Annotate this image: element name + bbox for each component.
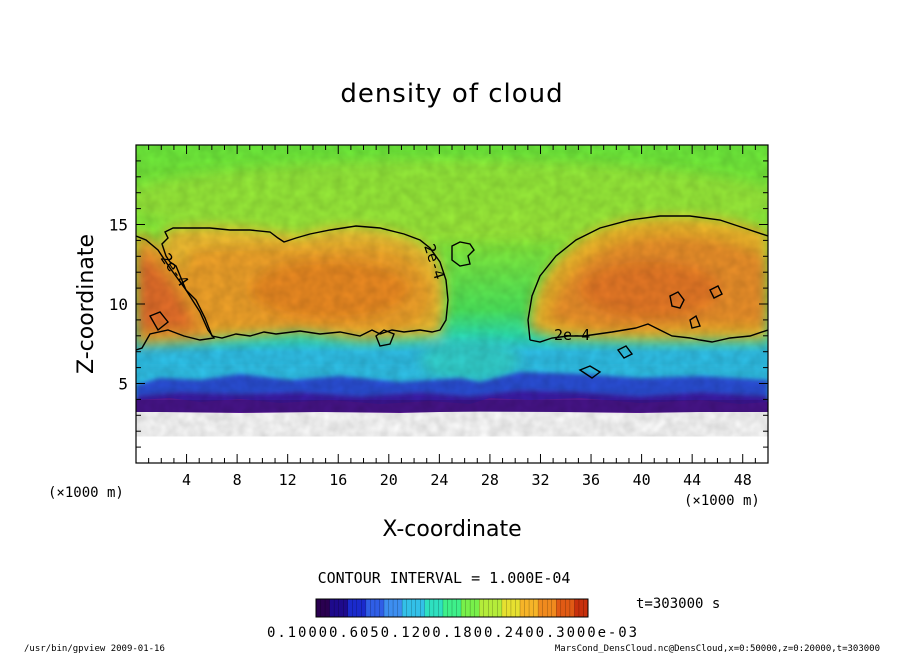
y-axis-ticks: 5 10 15 [109, 160, 768, 448]
y-tick-label: 10 [109, 295, 128, 314]
x-tick-label: 4 [182, 471, 191, 489]
colorbar-cell [520, 599, 526, 617]
colorbar-cell [438, 599, 444, 617]
colorbar-cell [470, 599, 476, 617]
colorbar-cell [524, 599, 530, 617]
chart-title: density of cloud [340, 79, 563, 109]
colorbar-cell [388, 599, 394, 617]
colorbar-cell [316, 599, 322, 617]
contour-left-cloud [161, 225, 449, 339]
contour-lines [136, 215, 768, 379]
x-axis-label: X-coordinate [382, 517, 521, 542]
footer-right: MarsCond_DensCloud.nc@DensCloud,x=0:5000… [555, 644, 880, 654]
colorbar-cell [551, 599, 557, 617]
colorbar-cell [583, 599, 589, 617]
colorbar-cell [329, 599, 335, 617]
contour-interval: CONTOUR INTERVAL = 1.000E-04 [318, 569, 571, 587]
contour-right-cloud [527, 215, 768, 343]
colorbar-cell [338, 599, 344, 617]
x-tick-label: 8 [233, 471, 242, 489]
colorbar-cell [578, 599, 584, 617]
colorbar-cell [529, 599, 535, 617]
colorbar-cell [565, 599, 571, 617]
colorbar-cell [515, 599, 521, 617]
colorbar-cell [533, 599, 539, 617]
colorbar-cell [483, 599, 489, 617]
colorbar-cell [560, 599, 566, 617]
colorbar-cell [452, 599, 458, 617]
x-axis-ticks: 4 8 12 16 20 24 28 32 36 40 44 48 [148, 145, 756, 489]
colorbar-cell [420, 599, 426, 617]
x-tick-label: 48 [734, 471, 752, 489]
colorbar-cell [384, 599, 390, 617]
time-label: t=303000 s [636, 596, 720, 612]
contour-leftmost [136, 235, 216, 351]
colorbar-cell [406, 599, 412, 617]
colorbar-cell [456, 599, 462, 617]
colorbar [315, 599, 589, 617]
colorbar-cell [374, 599, 380, 617]
colorbar-cell [538, 599, 544, 617]
x-tick-label: 24 [430, 471, 448, 489]
colorbar-cell [569, 599, 575, 617]
colorbar-cell [334, 599, 340, 617]
colorbar-cell [497, 599, 503, 617]
heatmap-field: 2e-4 2e-4 2e-4 [136, 145, 768, 463]
colorbar-cell [442, 599, 448, 617]
colorbar-cell [479, 599, 485, 617]
colorbar-cell [510, 599, 516, 617]
y-tick-label: 15 [109, 216, 128, 235]
colorbar-cell [474, 599, 480, 617]
colorbar-cell [447, 599, 453, 617]
colorbar-cell [325, 599, 331, 617]
x-unit-left: (×1000 m) [48, 485, 124, 501]
contour-label-right: 2e-4 [554, 326, 590, 344]
colorbar-cell [411, 599, 417, 617]
footer-left: /usr/bin/gpview 2009-01-16 [24, 644, 165, 654]
x-unit-right: (×1000 m) [684, 493, 760, 509]
colorbar-cell [556, 599, 562, 617]
x-tick-label: 12 [279, 471, 297, 489]
colorbar-cell [397, 599, 403, 617]
y-tick-label: 5 [118, 375, 128, 394]
x-tick-label: 40 [633, 471, 651, 489]
colorbar-cell [379, 599, 385, 617]
colorbar-cell [465, 599, 471, 617]
x-tick-label: 36 [582, 471, 600, 489]
colorbar-cell [343, 599, 349, 617]
colorbar-cell [370, 599, 376, 617]
colorbar-cell [365, 599, 371, 617]
colorbar-cell [547, 599, 553, 617]
colorbar-cell [492, 599, 498, 617]
x-tick-label: 20 [380, 471, 398, 489]
colorbar-cell [501, 599, 507, 617]
colorbar-cell [356, 599, 362, 617]
colorbar-cell [424, 599, 430, 617]
colorbar-cell [542, 599, 548, 617]
colorbar-cell [361, 599, 367, 617]
colorbar-cell [506, 599, 512, 617]
y-axis-label: Z-coordinate [74, 234, 99, 374]
colorbar-frame [315, 598, 589, 618]
colorbar-cell [574, 599, 580, 617]
colorbar-cell [393, 599, 399, 617]
colorbar-cell [429, 599, 435, 617]
colorbar-ticks: 0.10000.6050.1200.1800.2400.3000e-03 [267, 625, 637, 641]
colorbar-cell [461, 599, 467, 617]
colorbar-cell [347, 599, 353, 617]
colorbar-cell [488, 599, 494, 617]
colorbar-cell [415, 599, 421, 617]
colorbar-cell [402, 599, 408, 617]
x-tick-label: 44 [683, 471, 701, 489]
x-tick-label: 16 [329, 471, 347, 489]
x-tick-label: 32 [531, 471, 549, 489]
colorbar-cell [320, 599, 326, 617]
colorbar-cell [352, 599, 358, 617]
colorbar-cell [433, 599, 439, 617]
x-tick-label: 28 [481, 471, 499, 489]
